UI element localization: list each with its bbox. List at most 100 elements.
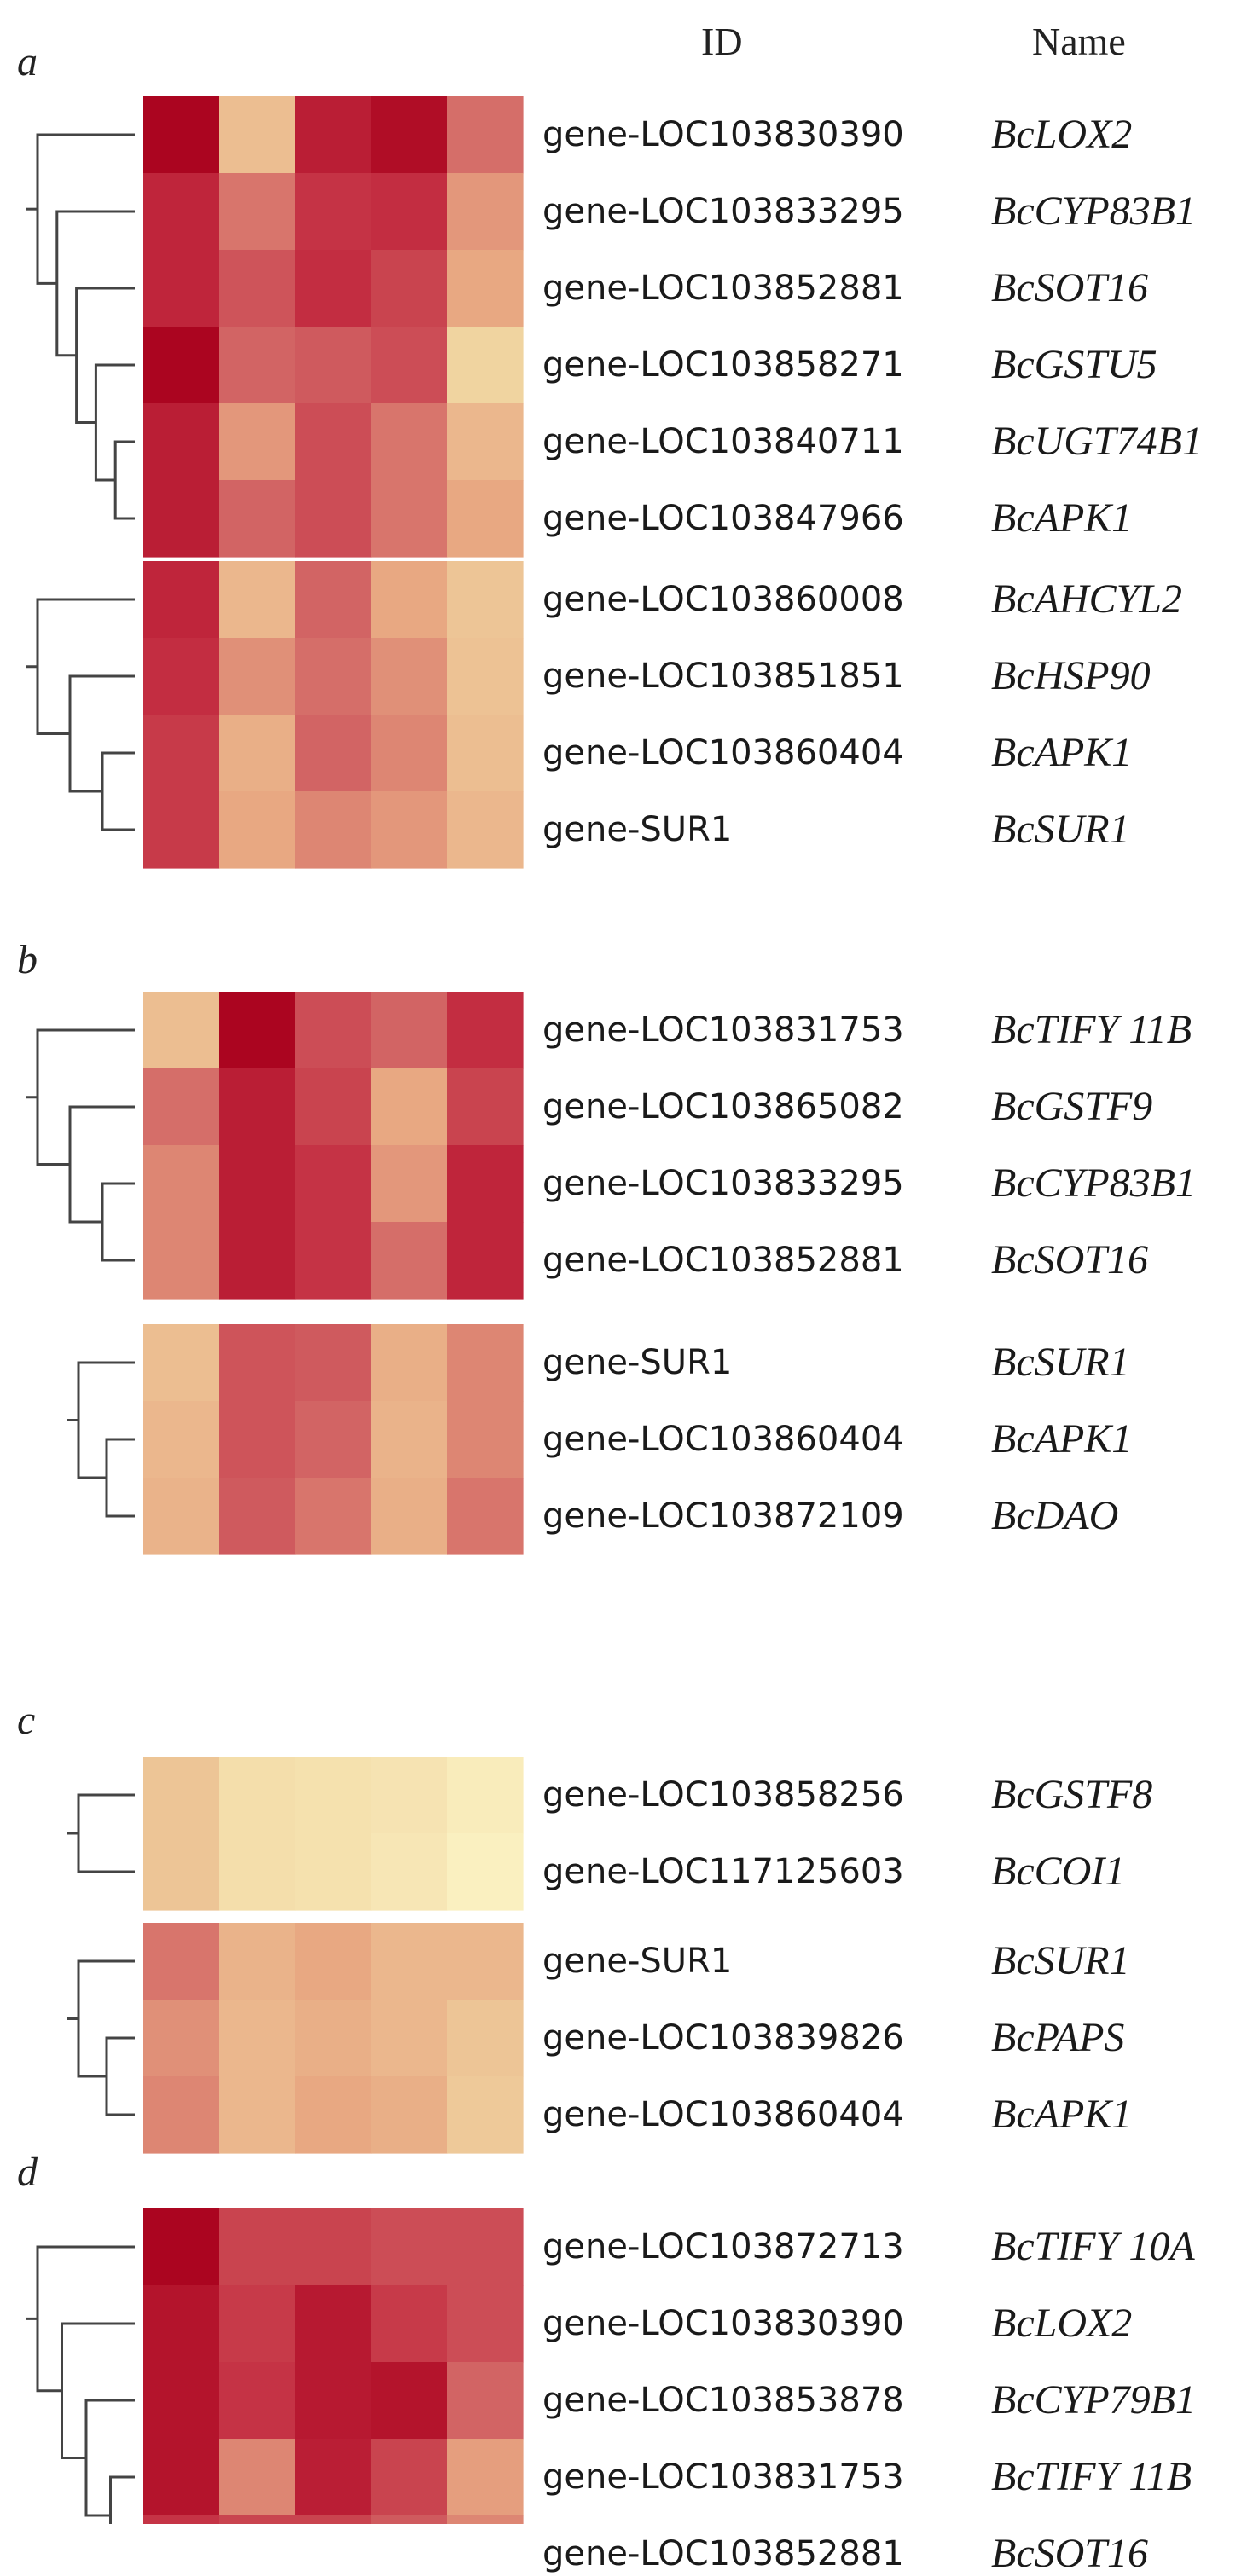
- heatmap-cell: [295, 2362, 372, 2440]
- gene-id-label: gene-LOC103860404: [542, 733, 904, 773]
- heatmap-cell: [295, 791, 372, 869]
- gene-name-label: BcLOX2: [991, 2301, 1133, 2346]
- heatmap-cell: [219, 2000, 296, 2077]
- heatmap-cell: [143, 1145, 220, 1223]
- heatmap-cell: [143, 1068, 220, 1146]
- gene-id-label: gene-SUR1: [542, 1942, 733, 1981]
- heatmap-cell: [295, 2076, 372, 2154]
- heatmap-cell: [447, 2362, 524, 2440]
- heatmap-cell: [371, 327, 448, 404]
- heatmap-cell: [447, 1068, 524, 1146]
- dendrogram-branch: [77, 1793, 135, 1873]
- heatmap-canvas: [26, 96, 524, 2524]
- panel-b-block-1: [26, 992, 524, 1300]
- heatmap-cell: [219, 1324, 296, 1402]
- dendrogram-branch: [113, 440, 135, 520]
- heatmap-cell: [219, 2076, 296, 2154]
- heatmap-cell: [219, 1757, 296, 1834]
- gene-id-label: gene-LOC103840711: [542, 422, 904, 461]
- heatmap-cell: [447, 2515, 524, 2524]
- heatmap-cell: [219, 1833, 296, 1911]
- gene-id-label: gene-LOC103833295: [542, 192, 904, 231]
- gene-name-label: BcAPK1: [991, 495, 1133, 541]
- heatmap-cell: [295, 1833, 372, 1911]
- heatmap-cell: [143, 2515, 220, 2524]
- heatmap-cell: [295, 2285, 372, 2363]
- heatmap-cell: [295, 327, 372, 404]
- gene-id-label: gene-LOC103831753: [542, 2457, 904, 2497]
- dendrogram-branch: [75, 287, 135, 424]
- heatmap-cell: [143, 2076, 220, 2154]
- heatmap-figure: ID Name a gene-LOC103830390 BcLOX2 gene-LOC…: [17, 20, 1203, 2574]
- gene-name-label: BcSOT16: [991, 265, 1148, 310]
- heatmap-cell: [143, 1833, 220, 1911]
- heatmap-cell: [371, 403, 448, 481]
- heatmap-cell: [219, 992, 296, 1069]
- heatmap-cell: [295, 715, 372, 792]
- heatmap-cell: [371, 2076, 448, 2154]
- heatmap-cell: [295, 2208, 372, 2286]
- heatmap-cell: [447, 2285, 524, 2363]
- heatmap-cell: [447, 1757, 524, 1834]
- gene-name-label: BcTIFY 11B: [991, 1007, 1192, 1052]
- gene-name-label: BcGSTU5: [991, 342, 1157, 387]
- heatmap-cell: [295, 2000, 372, 2077]
- heatmap-cell: [447, 480, 524, 558]
- heatmap-cell: [219, 2439, 296, 2516]
- heatmap-cell: [219, 1401, 296, 1479]
- heatmap-cell: [371, 2285, 448, 2363]
- heatmap-cell: [447, 1923, 524, 2000]
- heatmap-cell: [371, 480, 448, 558]
- heatmap-cell: [219, 2285, 296, 2363]
- dendrogram-branch: [101, 751, 135, 831]
- heatmap-cell: [143, 250, 220, 327]
- gene-id-label: gene-LOC103833295: [542, 1164, 904, 1203]
- heatmap-cell: [143, 1401, 220, 1479]
- heatmap-cell: [295, 1145, 372, 1223]
- gene-id-label: gene-LOC103860008: [542, 580, 904, 619]
- gene-name-label: BcLOX2: [991, 112, 1133, 157]
- heatmap-cell: [371, 638, 448, 715]
- heatmap-cell: [447, 1401, 524, 1479]
- heatmap-cell: [371, 1145, 448, 1223]
- gene-name-label: BcCYP83B1: [991, 188, 1196, 234]
- heatmap-cell: [295, 1222, 372, 1300]
- dendrogram-branch: [61, 2322, 135, 2459]
- gene-id-label: gene-LOC103839826: [542, 2018, 904, 2058]
- heatmap-cell: [447, 638, 524, 715]
- heatmap-cell: [295, 2439, 372, 2516]
- panel-b-block-2: [67, 1324, 524, 1555]
- heatmap-cell: [143, 2285, 220, 2363]
- gene-name-label: BcSOT16: [991, 1237, 1148, 1282]
- gene-name-label: BcSOT16: [991, 2531, 1148, 2576]
- panel-a-block-2: [26, 561, 524, 869]
- gene-name-label: BcAPK1: [991, 730, 1133, 775]
- gene-name-label: BcCYP83B1: [991, 1161, 1196, 1206]
- heatmap-cell: [219, 1068, 296, 1146]
- heatmap-cell: [219, 1923, 296, 2000]
- heatmap-cell: [143, 1478, 220, 1555]
- heatmap-cell: [295, 250, 372, 327]
- gene-name-label: BcTIFY 10A: [991, 2224, 1195, 2269]
- gene-id-label: gene-LOC103872109: [542, 1496, 904, 1536]
- heatmap-cell: [143, 2362, 220, 2440]
- heatmap-cell: [447, 1478, 524, 1555]
- heatmap-cell: [295, 173, 372, 251]
- panel-label-a: a: [17, 39, 38, 84]
- heatmap-cell: [295, 1068, 372, 1146]
- dendrogram-branch: [36, 2245, 135, 2393]
- gene-name-label: BcCOI1: [991, 1849, 1126, 1894]
- heatmap-cell: [371, 1401, 448, 1479]
- heatmap-cell: [295, 96, 372, 174]
- panel-label-c: c: [17, 1698, 36, 1743]
- gene-id-label: gene-LOC103858256: [542, 1775, 904, 1815]
- heatmap-cell: [447, 2076, 524, 2154]
- heatmap-cell: [371, 1757, 448, 1834]
- heatmap-cell: [371, 1833, 448, 1911]
- heatmap-cell: [295, 561, 372, 639]
- heatmap-cell: [219, 791, 296, 869]
- gene-name-label: BcSUR1: [991, 1938, 1130, 1983]
- gene-id-label: gene-LOC103830390: [542, 2304, 904, 2343]
- panel-d-block-1: [26, 2208, 524, 2524]
- heatmap-cell: [447, 403, 524, 481]
